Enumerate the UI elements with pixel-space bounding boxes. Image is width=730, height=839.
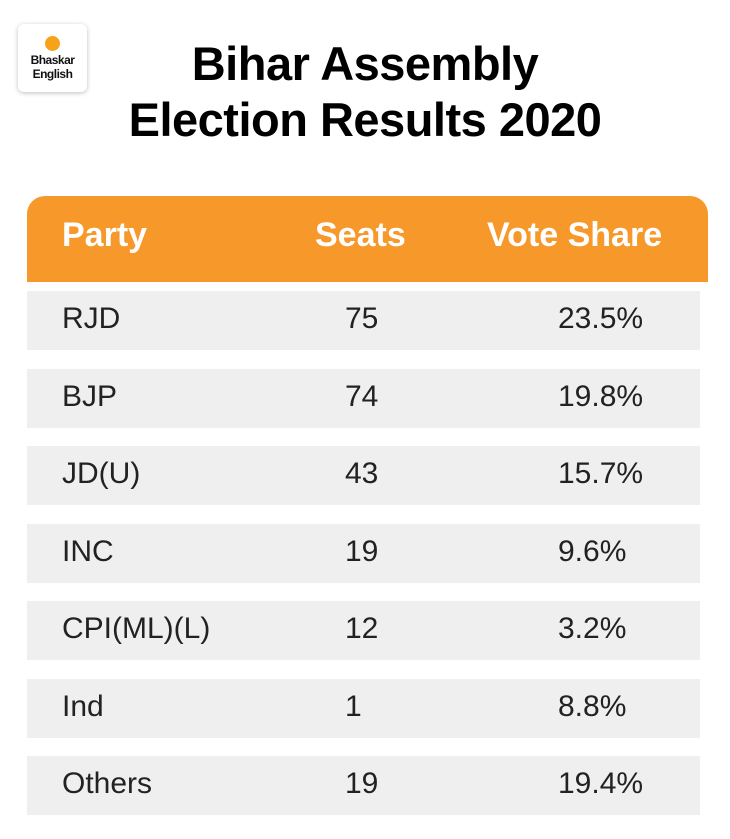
- table-row: JD(U) 43 15.7%: [27, 446, 700, 505]
- bhaskar-english-logo: Bhaskar English: [18, 24, 87, 92]
- page-title: Bihar Assembly Election Results 2020: [0, 36, 730, 148]
- cell-party: BJP: [62, 379, 118, 413]
- table-row: CPI(ML)(L) 12 3.2%: [27, 601, 700, 660]
- logo-text-line2: English: [32, 67, 73, 81]
- cell-party: JD(U): [62, 457, 141, 490]
- cell-seats: 1: [345, 689, 362, 723]
- title-line1: Bihar Assembly: [191, 37, 539, 90]
- cell-seats: 12: [345, 612, 379, 645]
- column-header-party: Party: [62, 216, 148, 254]
- table-row: Ind 1 8.8%: [27, 678, 700, 738]
- table-row: Others 19 19.4%: [27, 756, 700, 815]
- logo-dot-icon: [45, 36, 60, 51]
- cell-seats: 43: [345, 457, 379, 490]
- cell-vote-share: 15.7%: [558, 457, 644, 490]
- column-header-seats: Seats: [315, 216, 406, 254]
- cell-vote-share: 23.5%: [558, 302, 644, 335]
- cell-party: Others: [62, 767, 153, 800]
- cell-party: Ind: [62, 689, 104, 723]
- cell-vote-share: 3.2%: [558, 612, 627, 645]
- cell-vote-share: 19.8%: [558, 379, 644, 413]
- cell-seats: 19: [345, 534, 379, 568]
- cell-party: CPI(ML)(L): [62, 612, 211, 645]
- cell-vote-share: 9.6%: [558, 534, 627, 568]
- cell-seats: 75: [345, 302, 379, 335]
- cell-vote-share: 8.8%: [558, 689, 627, 723]
- cell-party: INC: [62, 534, 114, 568]
- cell-vote-share: 19.4%: [558, 767, 644, 800]
- cell-seats: 74: [345, 379, 379, 413]
- table-row: INC 19 9.6%: [27, 523, 700, 583]
- table-row: RJD 75 23.5%: [27, 291, 700, 350]
- title-line2: Election Results 2020: [128, 93, 602, 146]
- table-row: BJP 74 19.8%: [27, 368, 700, 428]
- logo-text-line1: Bhaskar: [30, 53, 75, 67]
- cell-seats: 19: [345, 767, 379, 800]
- column-header-vote-share: Vote Share: [487, 216, 663, 254]
- table-header: Party Seats Vote Share: [27, 196, 708, 282]
- cell-party: RJD: [62, 302, 121, 335]
